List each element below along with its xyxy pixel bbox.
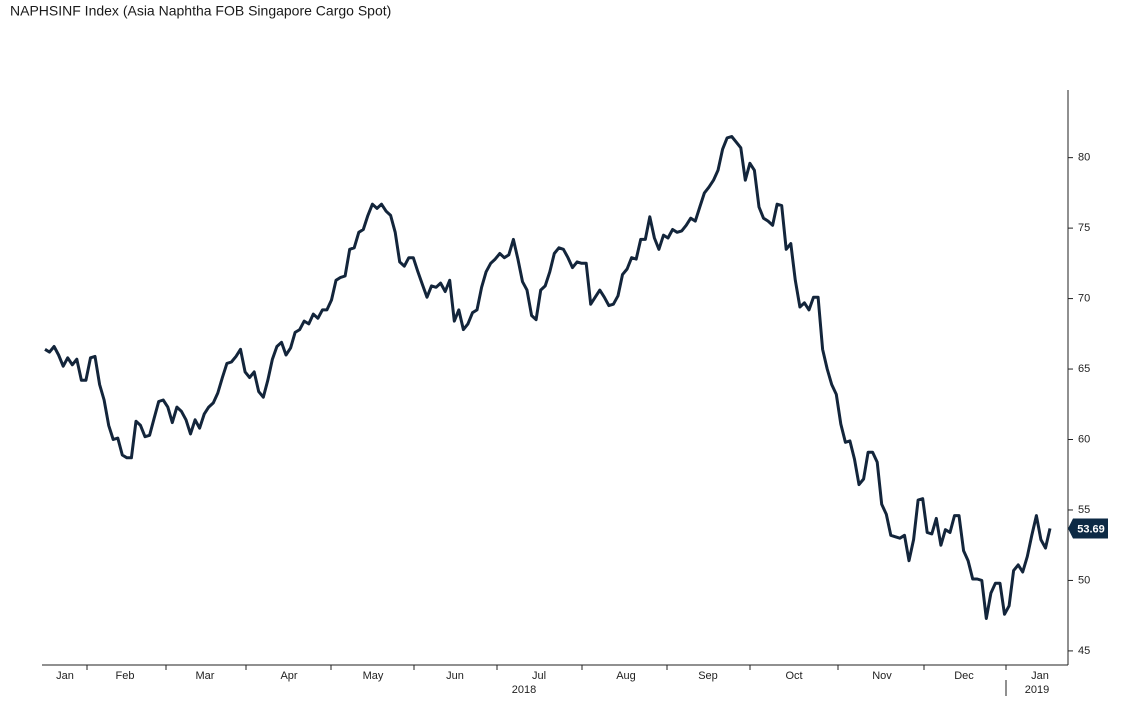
x-tick-label: Oct <box>785 670 802 682</box>
x-tick-label: Mar <box>196 670 215 682</box>
x-tick-label: Jan <box>56 670 74 682</box>
price-line <box>44 135 1052 620</box>
last-value-badge <box>1068 518 1108 539</box>
y-tick-label: 70 <box>1078 292 1090 304</box>
year-label: 2019 <box>1025 684 1049 696</box>
y-tick-label: 45 <box>1078 645 1090 657</box>
x-tick-label: Feb <box>116 670 135 682</box>
y-tick-label: 80 <box>1078 152 1090 164</box>
x-tick-label: Nov <box>872 670 892 682</box>
x-tick-label: Dec <box>954 670 974 682</box>
last-value-label: 53.69 <box>1077 523 1105 535</box>
x-tick-label: Jul <box>532 670 546 682</box>
y-tick-label: 75 <box>1078 222 1090 234</box>
y-tick-label: 60 <box>1078 433 1090 445</box>
x-tick-label: May <box>363 670 384 682</box>
y-tick-label: 55 <box>1078 504 1090 516</box>
x-tick-label: Aug <box>616 670 636 682</box>
x-tick-label: Jun <box>446 670 464 682</box>
x-tick-label: Apr <box>280 670 297 682</box>
y-tick-label: 50 <box>1078 574 1090 586</box>
y-tick-label: 65 <box>1078 363 1090 375</box>
x-tick-label: Jan <box>1031 670 1049 682</box>
year-label: 2018 <box>512 684 536 696</box>
chart-title: NAPHSINF Index (Asia Naphtha FOB Singapo… <box>10 3 391 19</box>
x-tick-label: Sep <box>698 670 718 682</box>
